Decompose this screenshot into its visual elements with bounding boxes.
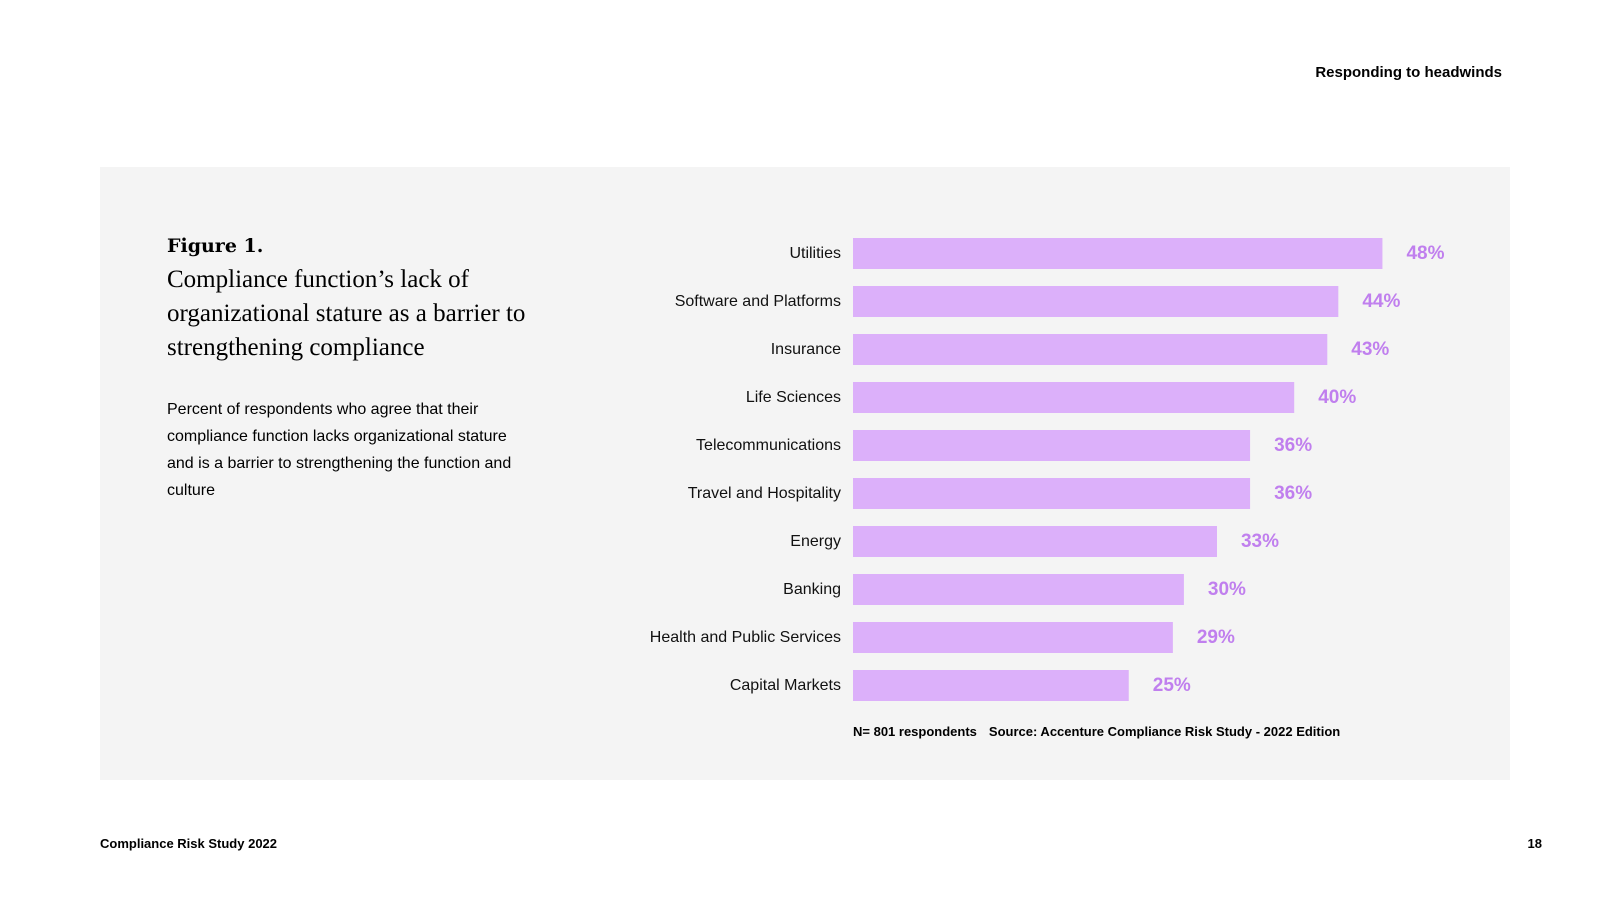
bar [853, 574, 1184, 605]
bar [853, 622, 1173, 653]
figure-description: Percent of respondents who agree that th… [167, 401, 512, 499]
section-title: Responding to headwinds [1315, 64, 1502, 81]
category-label: Insurance [771, 341, 841, 358]
bar-chart: Utilities 48% Software and Platforms 44% Ins… [650, 238, 1445, 701]
category-label: Software and Platforms [675, 293, 841, 310]
bar [853, 526, 1217, 557]
footer-report-title: Compliance Risk Study 2022 [100, 836, 278, 851]
value-label: 29% [1197, 627, 1235, 648]
bar [853, 430, 1251, 461]
source-citation: Source: Accenture Compliance Risk Study … [988, 724, 1341, 739]
bar [853, 334, 1328, 365]
value-label: 25% [1153, 675, 1191, 696]
value-label: 44% [1362, 291, 1400, 312]
category-label: Utilities [789, 245, 841, 262]
bar [853, 478, 1251, 509]
bar [853, 670, 1129, 701]
value-label: 48% [1406, 243, 1444, 264]
value-label: 43% [1351, 339, 1389, 360]
value-label: 36% [1274, 435, 1312, 456]
sample-size: N= 801 respondents [853, 724, 977, 739]
category-label: Capital Markets [730, 677, 841, 694]
page-number: 18 [1527, 836, 1542, 851]
category-label: Travel and Hospitality [688, 485, 841, 502]
category-label: Telecommunications [696, 437, 841, 454]
bar [853, 286, 1339, 317]
category-label: Life Sciences [746, 389, 841, 406]
value-label: 30% [1208, 579, 1246, 600]
figure-label: Figure 1. [167, 235, 264, 257]
figure-title: Compliance function’s lack of organizati… [167, 266, 526, 361]
bar [853, 238, 1383, 269]
category-label: Health and Public Services [650, 629, 841, 646]
bar [853, 382, 1295, 413]
figure-panel: Figure 1. Compliance function’s lack of … [100, 167, 1510, 780]
value-label: 40% [1318, 387, 1356, 408]
source-note: N= 801 respondents Source: Accenture Comp… [853, 724, 1340, 739]
value-label: 36% [1274, 483, 1312, 504]
value-label: 33% [1241, 531, 1279, 552]
category-label: Banking [783, 581, 841, 598]
category-label: Energy [790, 533, 841, 550]
